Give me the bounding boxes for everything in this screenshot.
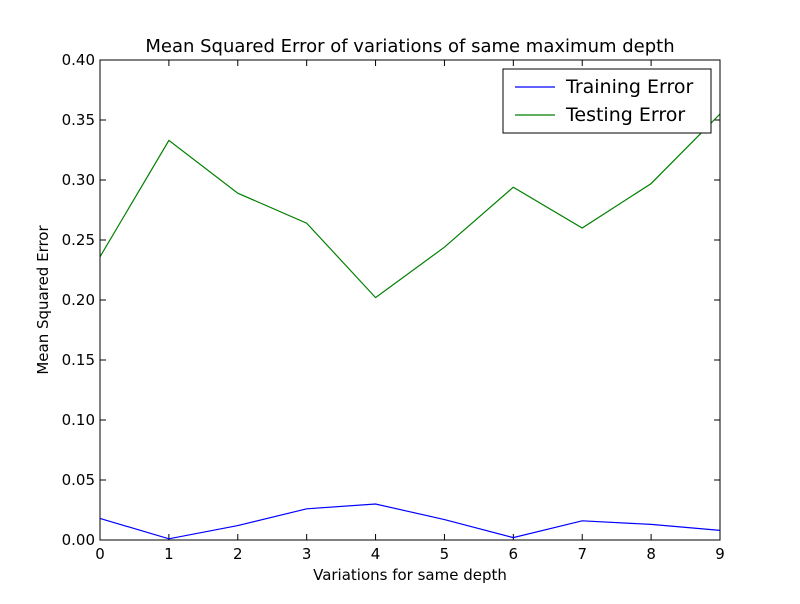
x-tick-label: 1 <box>164 545 174 563</box>
plot-frame <box>99 59 721 541</box>
y-tick-label: 0.15 <box>62 351 95 369</box>
x-tick-label: 5 <box>440 545 450 563</box>
y-tick-label: 0.25 <box>62 231 95 249</box>
chart-legend: Training Error Testing Error <box>502 68 712 134</box>
x-tick-label: 2 <box>233 545 243 563</box>
y-axis-label: Mean Squared Error <box>34 225 52 375</box>
y-tick-label: 0.30 <box>62 171 95 189</box>
x-axis-label: Variations for same depth <box>313 566 507 584</box>
y-tick-label: 0.00 <box>62 531 95 549</box>
x-tick-label: 7 <box>577 545 587 563</box>
series-line-testing-error <box>99 113 721 299</box>
y-tick-label: 0.40 <box>62 51 95 69</box>
x-tick-label: 9 <box>715 545 725 563</box>
chart-title: Mean Squared Error of variations of same… <box>145 36 674 57</box>
axis-tick-labels: 0 1 2 3 4 5 6 7 8 9 0.00 0.05 0.10 0.15 0.20 0.25 0.30 0.… <box>62 51 725 563</box>
series-lines <box>99 113 721 540</box>
x-tick-label: 3 <box>302 545 312 563</box>
legend-label: Training Error <box>565 76 694 98</box>
legend-box <box>502 68 712 134</box>
y-tick-label: 0.35 <box>62 111 95 129</box>
y-tick-label: 0.10 <box>62 411 95 429</box>
x-tick-label: 8 <box>646 545 656 563</box>
legend-label: Testing Error <box>565 104 685 126</box>
x-tick-label: 6 <box>509 545 519 563</box>
y-tick-label: 0.05 <box>62 471 95 489</box>
series-line-training-error <box>99 503 721 540</box>
x-tick-label: 0 <box>95 545 105 563</box>
x-tick-label: 4 <box>371 545 381 563</box>
y-tick-label: 0.20 <box>62 291 95 309</box>
